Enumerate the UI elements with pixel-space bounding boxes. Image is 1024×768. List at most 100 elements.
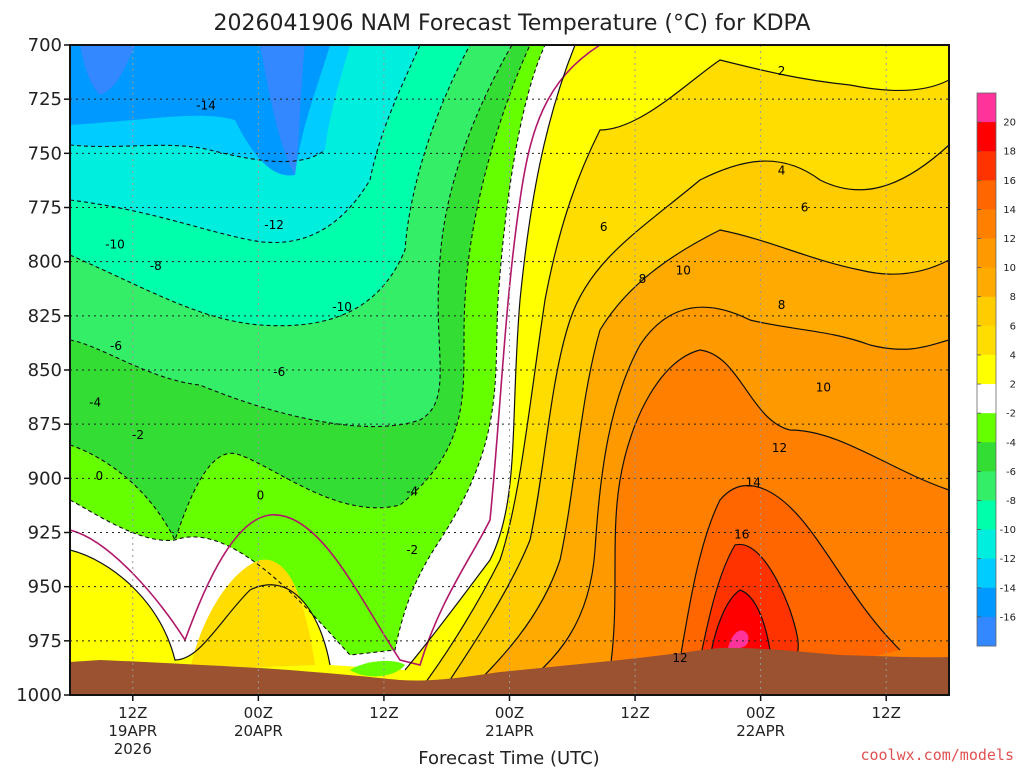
colorbar-swatch-14 (977, 500, 996, 531)
isotherm-16 (699, 543, 799, 661)
colorbar-swatch-3 (977, 180, 996, 210)
y-tick-label-975: 975 (28, 631, 62, 652)
x-axis-title: Forecast Time (UTC) (418, 748, 599, 768)
isotherm-minus-12 (70, 45, 421, 244)
colorbar-label-8: 4 (1010, 350, 1016, 361)
colorbar-label-10: -2 (1006, 409, 1016, 420)
x-tick-label-6: 12Z (872, 704, 901, 722)
y-tick-label-825: 825 (28, 306, 62, 327)
colorbar-label-1: 18 (1003, 147, 1016, 158)
contour-label-18: 10 (676, 263, 691, 277)
x-tick-date-0: 19APR (108, 722, 157, 740)
contour-label-5: -6 (110, 339, 122, 353)
colorbar-label-3: 14 (1003, 205, 1016, 216)
isotherm-minus-4 (70, 45, 546, 656)
isotherm-14 (679, 484, 901, 661)
colorbar-swatch-11 (977, 413, 996, 443)
x-tick-date-3: 21APR (485, 722, 534, 740)
colorbar-label-12: -6 (1006, 467, 1016, 478)
contour-label-11: 0 (95, 469, 103, 483)
y-tick-label-1000: 1000 (16, 685, 62, 706)
colorbar-swatch-10 (977, 384, 996, 414)
colorbar-swatch-2 (977, 151, 996, 181)
isotherm-minus-8 (70, 45, 513, 428)
colorbar-label-4: 12 (1003, 234, 1016, 245)
isotherm-18 (709, 589, 771, 659)
temperature-field (70, 45, 949, 695)
colorbar-swatch-16 (977, 558, 996, 589)
contour-label-16: 6 (801, 201, 809, 215)
colorbar-label-6: 8 (1010, 292, 1016, 303)
y-tick-label-700: 700 (28, 35, 62, 56)
colorbar: 20 18 16 14 12 10 8 6 4 2 -2 -4 -6 -8 -10 -12 -14 -16 (976, 92, 1016, 647)
x-tick-date-5: 22APR (736, 722, 785, 740)
x-tick-label-4: 12Z (620, 704, 649, 722)
contour-label-8: -4 (406, 484, 418, 498)
contour-label-17: 8 (639, 272, 647, 286)
isotherm-minus-14 (70, 144, 326, 163)
isotherm-6 (439, 144, 949, 695)
x-tick-label-5: 00Z (746, 704, 775, 722)
colorbar-swatch-6 (977, 267, 996, 298)
contour-label-6: -6 (273, 365, 285, 379)
colorbar-label-14: -10 (1000, 525, 1016, 536)
contour-label-23: 16 (734, 528, 749, 542)
isotherm-8 (464, 229, 949, 695)
x-tick-label-1: 00Z (244, 704, 273, 722)
band-minus-4-surface (350, 660, 405, 677)
y-tick-label-925: 925 (28, 523, 62, 544)
colorbar-swatch-12 (977, 442, 996, 472)
isotherm-2-left (70, 549, 331, 666)
contour-label-4: -8 (150, 259, 162, 273)
y-axis: 700 725 750 775 800 825 850 875 900 925 950 975 1000 (16, 35, 70, 706)
band-minus-18-left (80, 45, 135, 95)
contour-label-19: 8 (778, 298, 786, 312)
x-tick-label-3: 00Z (495, 704, 524, 722)
contour-label-3: -10 (332, 300, 352, 314)
colorbar-swatch-13 (977, 471, 996, 501)
y-tick-label-950: 950 (28, 577, 62, 598)
y-tick-label-750: 750 (28, 143, 62, 164)
x-tick-label-2: 12Z (369, 704, 398, 722)
band-minus-18-mid (260, 45, 305, 175)
grid-lines (70, 45, 949, 695)
x-tick-year-0: 2026 (114, 740, 152, 758)
isotherm-2-right (404, 45, 576, 671)
contour-label-21: 12 (772, 441, 787, 455)
y-tick-label-850: 850 (28, 360, 62, 381)
contour-label-0: -14 (196, 99, 216, 113)
band-minus-16 (70, 45, 330, 176)
isotherm-minus-6 (70, 45, 531, 542)
contour-label-2: -10 (105, 237, 125, 251)
colorbar-swatch-15 (977, 529, 996, 560)
isotherm-4 (419, 59, 949, 691)
colorbar-label-16: -14 (1000, 583, 1016, 594)
colorbar-label-13: -8 (1006, 496, 1016, 507)
colorbar-swatch-0 (977, 93, 996, 123)
colorbar-swatch-1 (977, 122, 996, 152)
colorbar-swatch-7 (977, 296, 996, 327)
colorbar-swatch-5 (977, 238, 996, 269)
contour-label-1: -12 (264, 218, 284, 232)
colorbar-swatch-9 (977, 354, 996, 385)
contour-label-14: 4 (778, 164, 786, 178)
y-tick-label-900: 900 (28, 468, 62, 489)
x-tick-date-1: 20APR (234, 722, 283, 740)
y-tick-label-725: 725 (28, 89, 62, 110)
band-20 (728, 630, 749, 649)
contour-label-24: 12 (672, 651, 687, 665)
contour-label-12: 0 (257, 489, 265, 503)
isotherm-minus-10 (70, 45, 471, 327)
contour-label-10: -2 (406, 543, 418, 557)
terrain (70, 647, 949, 695)
y-tick-label-775: 775 (28, 198, 62, 219)
colorbar-label-15: -12 (1000, 554, 1016, 565)
contour-labels: -14 -12 -10 -10 -8 -6 -6 -4 -4 -2 -2 0 0 2 4 6 6 8 10 8 10 12… (89, 64, 831, 665)
contour-label-20: 10 (816, 380, 831, 394)
colorbar-swatch-18 (977, 616, 996, 647)
contour-label-13: 2 (778, 64, 786, 78)
colorbar-label-11: -4 (1006, 438, 1016, 449)
contour-label-9: -2 (132, 428, 144, 442)
